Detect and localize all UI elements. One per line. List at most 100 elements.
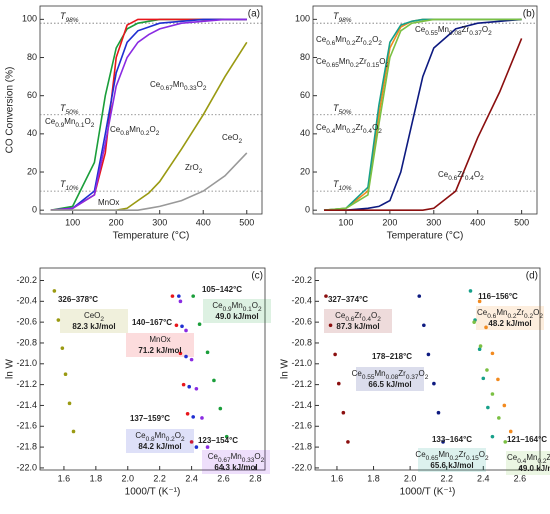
activation-energy: 64.3 kJ/mol	[214, 463, 257, 472]
x-tick-label: 1.6	[331, 473, 344, 483]
x-tick-label: 500	[514, 217, 529, 227]
x-tick-label: 500	[239, 217, 254, 227]
label-box	[126, 333, 194, 357]
data-point	[422, 323, 426, 328]
x-tick-label: 400	[470, 217, 485, 227]
conversion-curve	[50, 152, 248, 211]
plot-frame	[39, 267, 266, 471]
x-tick-label: 2.8	[249, 473, 262, 483]
series-label: CeO2	[222, 133, 242, 145]
y-tick-label: -21.2	[291, 379, 312, 389]
y-tick-label: -20.8	[16, 337, 37, 347]
activation-energy: 82.3 kJ/mol	[72, 322, 115, 331]
data-point	[324, 294, 328, 298]
y-tick-label: -21.6	[291, 421, 312, 431]
data-point	[194, 445, 199, 449]
x-tick-label: 2.4	[185, 473, 198, 483]
x-axis-title: 1000/T (K⁻¹)	[400, 487, 456, 498]
y-tick-label: -20.6	[291, 317, 312, 327]
temperature-range: 123–154°C	[198, 436, 238, 445]
data-point	[417, 294, 422, 298]
series-label: Ce0.8Mn0.2O2	[135, 431, 185, 443]
series-label: Ce0.4Mn0.2Zr0.4O2	[316, 123, 382, 135]
x-tick-label: 1.6	[58, 473, 71, 483]
y-axis-title: CO Conversion (%)	[5, 67, 16, 154]
activation-energy: 48.2 kJ/mol	[488, 319, 531, 328]
y-tick-label: -20.6	[16, 317, 37, 327]
data-point	[194, 386, 199, 391]
activation-energy: 84.2 kJ/mol	[138, 442, 181, 451]
series-label: Ce0.9Mn0.1O2	[212, 301, 262, 313]
data-point	[490, 392, 495, 396]
series-label: Ce0.65Mn0.2Zr0.15O2	[316, 57, 390, 69]
data-point	[426, 352, 431, 357]
y-tick-label: 100	[22, 14, 37, 24]
data-point	[71, 429, 76, 434]
reference-label: T10%	[333, 179, 352, 192]
activation-energy: 71.2 kJ/mol	[138, 346, 181, 355]
data-point	[174, 323, 179, 328]
data-point	[184, 328, 188, 333]
label-box	[506, 451, 550, 475]
series-label: Ce0.9Mn0.1O2	[45, 117, 95, 129]
data-point	[212, 378, 216, 383]
x-tick-label: 2.2	[153, 473, 166, 483]
data-point	[180, 324, 184, 329]
series-label: Ce0.6Mn0.2Zr0.2O2	[477, 308, 543, 320]
x-tick-label: 400	[196, 217, 211, 227]
series-label: ZrO2	[185, 163, 203, 175]
data-point	[436, 410, 441, 415]
label-box	[60, 309, 128, 333]
label-box	[418, 448, 486, 472]
data-point	[189, 357, 194, 362]
temperature-range: 133–164°C	[432, 435, 472, 444]
data-point	[178, 351, 183, 356]
data-point	[56, 318, 61, 322]
data-point	[346, 440, 350, 444]
data-point	[328, 323, 333, 328]
data-point	[484, 325, 488, 330]
label-box	[476, 306, 544, 330]
data-point	[468, 289, 473, 293]
y-axis-title: ln W	[5, 358, 16, 379]
data-point	[441, 440, 445, 444]
label-box	[356, 367, 424, 391]
series-label: Ce0.67Mn0.33O2	[150, 80, 207, 92]
x-tick-label: 300	[152, 217, 167, 227]
y-tick-label: -21.4	[291, 400, 312, 410]
y-tick-label: 40	[300, 128, 310, 138]
y-tick-label: 60	[27, 90, 37, 100]
temperature-range: 105–142°C	[202, 285, 242, 294]
series-label: MnOx	[149, 335, 170, 344]
label-box	[126, 429, 194, 453]
y-tick-label: -21.6	[16, 421, 37, 431]
data-point	[178, 299, 183, 304]
plot-frame	[314, 267, 541, 471]
x-tick-label: 200	[109, 217, 124, 227]
data-point	[218, 406, 223, 411]
panel-label: (d)	[526, 271, 538, 282]
data-point	[490, 434, 495, 439]
x-tick-label: 100	[65, 217, 80, 227]
y-tick-label: 0	[32, 205, 37, 215]
data-point	[333, 352, 337, 357]
data-point	[200, 416, 204, 420]
data-point	[485, 368, 489, 372]
data-point	[478, 344, 483, 348]
plot-frame	[312, 5, 538, 215]
y-tick-label: -20.4	[16, 296, 37, 306]
y-tick-label: -21.8	[16, 441, 37, 451]
reference-label: T98%	[333, 12, 352, 25]
temperature-range: 140–167°C	[132, 318, 172, 327]
temperature-range: 116–156°C	[478, 292, 518, 301]
data-point	[336, 381, 341, 386]
reference-label: T98%	[60, 12, 79, 25]
y-tick-label: -20.8	[291, 337, 312, 347]
x-tick-label: 1.8	[90, 473, 103, 483]
x-axis-title: 1000/T (K⁻¹)	[125, 487, 181, 498]
x-tick-label: 300	[426, 217, 441, 227]
conversion-curve	[323, 18, 522, 211]
x-tick-label: 2.6	[514, 473, 527, 483]
x-tick-label: 100	[338, 217, 353, 227]
